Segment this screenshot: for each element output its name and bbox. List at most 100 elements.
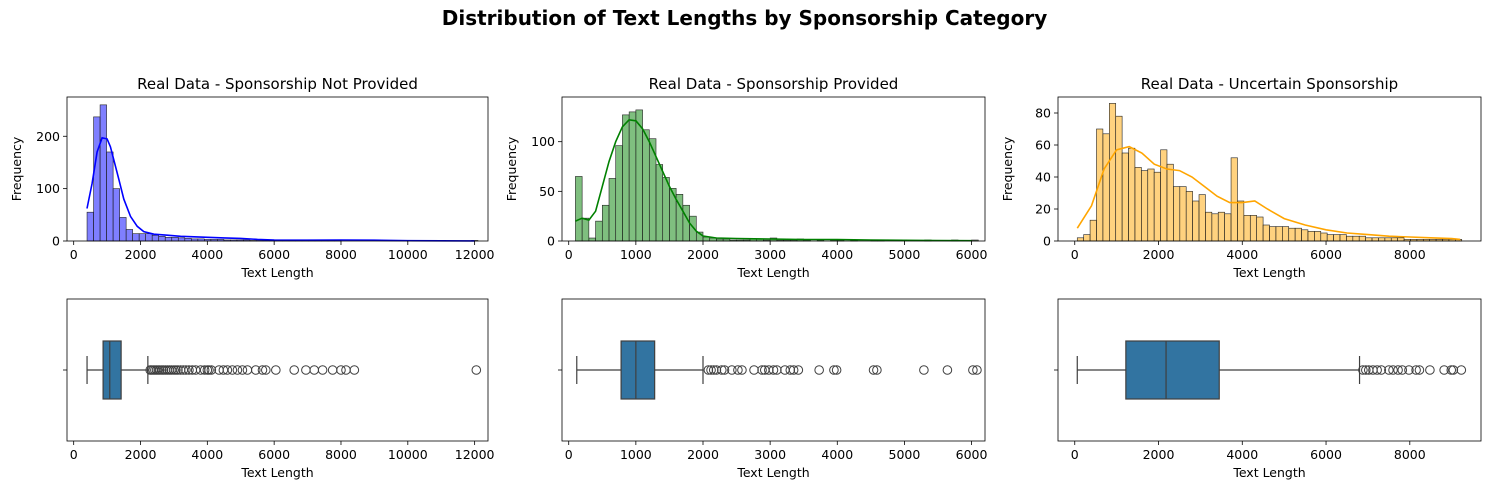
histogram-bar [1269,226,1277,242]
histogram-bar [1397,237,1405,242]
histogram-bar [1384,237,1392,242]
histogram-bar [1121,152,1129,242]
outlier-point [793,365,804,375]
outlier-point [204,365,214,375]
outlier-point [271,365,281,375]
axes-frame [66,96,489,242]
histogram-bar [655,164,664,242]
x-tick-label: 12000 [455,447,495,462]
outlier-point [737,365,747,375]
histogram-bar [1275,226,1283,242]
outlier-point [814,365,824,375]
histogram-bar [177,237,186,242]
outlier-point [242,365,253,375]
histogram-bar [1237,200,1245,242]
x-tick-label: 4000 [1226,247,1258,262]
x-tick-label: 3000 [754,247,786,262]
outlier-point [711,365,722,375]
histogram-bar [1282,226,1290,242]
histogram-bar [112,188,120,242]
x-axis-label: Text Length [240,265,313,280]
x-tick-label: 4000 [821,447,853,462]
x-tick-label: 2000 [125,247,157,262]
x-axis-label: Text Length [240,465,313,480]
outlier-point [289,365,300,375]
x-axis-label: Text Length [736,465,809,480]
outlier-point [1397,365,1408,375]
x-tick-label: 5000 [889,447,921,462]
outlier-point [317,365,328,375]
x-tick-label: 4000 [1226,447,1258,462]
histogram-bar [595,220,603,242]
outlier-point [972,365,982,375]
histogram-bar [1185,191,1193,242]
histogram-bar [1371,237,1379,242]
histogram-bar [106,151,114,242]
histogram-bar [1262,224,1270,242]
outlier-point [1384,365,1394,375]
histogram-bar [1141,170,1149,242]
histogram-bar [1243,215,1251,242]
histogram-bar [1339,234,1347,242]
outlier-point [1376,365,1387,375]
x-tick-label: 6000 [956,447,988,462]
histogram-bar [635,109,643,242]
outlier-point [237,365,248,375]
outlier-point [872,365,882,375]
outlier-point [301,365,311,375]
kde-line [1076,145,1461,241]
outlier-point [309,365,320,375]
outlier-point [719,365,730,375]
histogram-bar [1320,232,1328,242]
x-tick-label: 3000 [754,447,786,462]
histogram-bar [682,204,690,242]
histogram-bar [1390,237,1398,242]
outlier-point [1439,365,1449,375]
histogram-bar [1147,168,1155,242]
x-tick-label: 0 [1071,247,1079,262]
x-tick-label: 8000 [1394,447,1426,462]
x-tick-label: 6000 [956,247,988,262]
histogram-bar [145,233,153,242]
axes-frame [561,96,986,242]
y-tick-label: 0 [1043,234,1051,249]
x-tick-label: 6000 [258,247,290,262]
histogram-bar [1378,237,1386,242]
outlier-point [772,365,782,375]
histogram-bar [1346,235,1354,242]
histogram-bar [1166,163,1174,242]
outlier-point [708,365,719,375]
figure-title: Distribution of Text Lengths by Sponsors… [441,6,1048,30]
x-tick-label: 2000 [125,447,157,462]
x-tick-label: 0 [70,247,78,262]
outlier-point [336,365,346,375]
outlier-point [1404,365,1414,375]
histogram-bar [1192,200,1200,242]
outlier-point [471,365,482,375]
subplot-title: Real Data - Uncertain Sponsorship [1141,75,1398,93]
outlier-point [250,365,261,375]
histogram-bar [1365,237,1373,242]
y-axis-label: Frequency [1000,136,1015,201]
histogram-bar [1153,171,1161,242]
outlier-point [733,365,743,375]
histogram-bar [1230,157,1238,242]
histogram-bar [151,234,160,242]
histogram-bar [1224,213,1232,242]
histogram-bar [615,145,623,242]
y-tick-label: 0 [52,234,60,249]
y-tick-label: 0 [547,234,555,249]
outlier-point [764,365,774,375]
histogram-bar [1160,149,1168,242]
x-tick-label: 0 [70,447,78,462]
histogram-bar [1352,235,1360,242]
x-tick-label: 1000 [620,247,652,262]
axes-frame [1057,96,1482,242]
x-tick-label: 5000 [889,247,921,262]
histogram-bar [1217,211,1225,242]
outlier-point [749,365,759,375]
outlier-point [1372,365,1382,375]
outlier-point [349,365,360,375]
y-tick-label: 80 [1035,106,1051,121]
y-tick-label: 100 [36,181,60,196]
